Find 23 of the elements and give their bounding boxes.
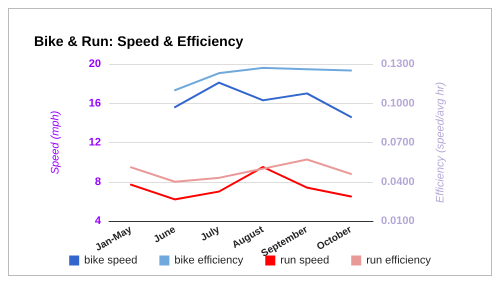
x-tick-label: June bbox=[152, 224, 178, 246]
y-tick-label: 20 bbox=[88, 58, 101, 70]
y-tick-label: 12 bbox=[88, 136, 101, 148]
y-tick-label: 16 bbox=[88, 97, 101, 110]
y2-tick-label: 0.1000 bbox=[381, 97, 415, 110]
line-series bbox=[174, 66, 352, 92]
line-series bbox=[174, 82, 352, 118]
chart-title: Bike & Run: Speed & Efficiency bbox=[34, 33, 244, 49]
line-series bbox=[130, 158, 352, 183]
legend-label: bike efficiency bbox=[174, 254, 244, 266]
legend-label: run speed bbox=[280, 254, 330, 266]
y-tick-label: 4 bbox=[94, 215, 102, 227]
line-series bbox=[130, 166, 352, 200]
y2-axis-title: Efficiency (speed/avg hr) bbox=[434, 82, 446, 204]
y2-tick-label: 0.0100 bbox=[381, 215, 415, 227]
y-tick-label: 8 bbox=[94, 176, 101, 188]
x-tick-label: July bbox=[198, 224, 222, 244]
y-axis-title: Speed (mph) bbox=[50, 110, 62, 174]
legend-label: run efficiency bbox=[366, 254, 432, 266]
legend-label: bike speed bbox=[84, 254, 138, 266]
y2-tick-label: 0.1300 bbox=[381, 58, 415, 70]
y2-tick-label: 0.0400 bbox=[381, 176, 415, 188]
y2-tick-label: 0.0700 bbox=[381, 136, 415, 148]
